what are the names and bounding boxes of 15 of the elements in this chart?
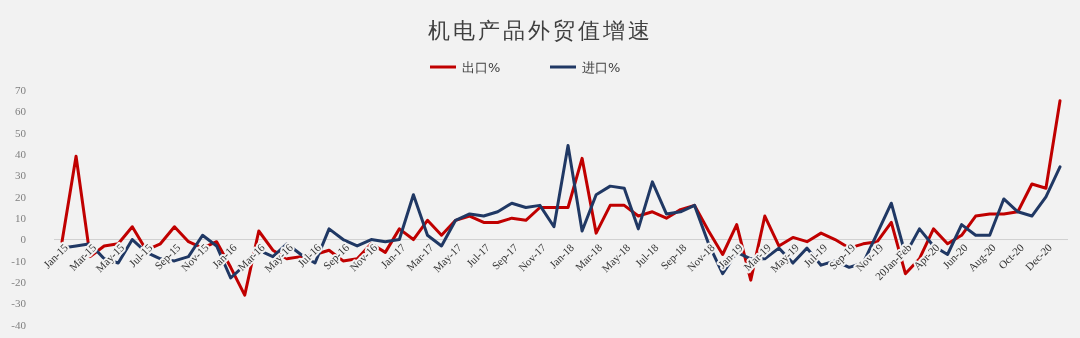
y-tick-label: 20: [15, 190, 27, 203]
y-tick-label: 70: [15, 83, 27, 96]
legend-label: 进口%: [582, 59, 621, 75]
legend-label: 出口%: [462, 59, 501, 75]
y-tick-label: -30: [11, 297, 27, 310]
y-tick-label: 10: [15, 212, 27, 225]
chart-title: 机电产品外贸值增速: [427, 18, 653, 43]
y-tick-label: -10: [11, 254, 27, 267]
y-tick-label: -40: [11, 318, 27, 331]
y-tick-label: -20: [11, 276, 27, 289]
y-tick-label: 40: [15, 147, 27, 160]
y-tick-label: 0: [20, 233, 27, 246]
y-tick-label: 60: [15, 105, 27, 118]
y-tick-label: 50: [15, 126, 27, 139]
y-tick-label: 30: [15, 169, 27, 182]
